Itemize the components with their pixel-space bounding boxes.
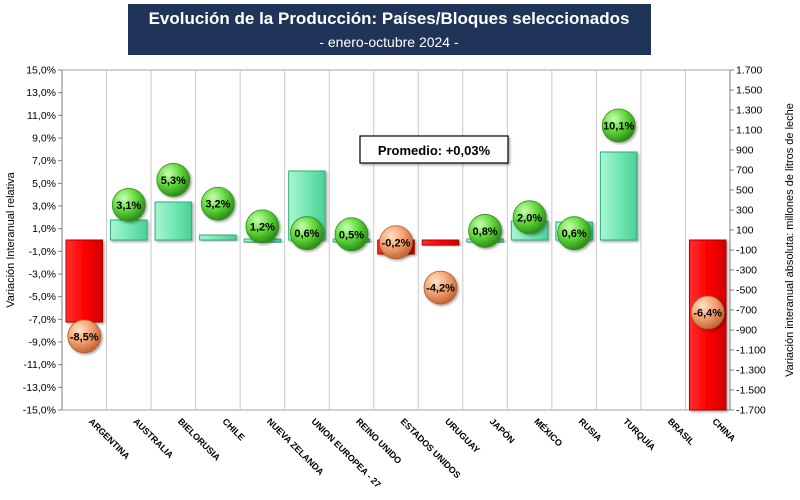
y-tick-label: 13,0% [26, 87, 56, 99]
x-tick-label: BRASIL [666, 416, 697, 447]
y2-tick-label: -1.700 [736, 405, 766, 417]
y2-tick-label: -300 [736, 265, 757, 277]
data-label: 0,6% [562, 228, 587, 240]
data-label: -8,5% [70, 331, 99, 343]
y-tick-label: -1,0% [29, 246, 56, 258]
data-point-bubble [379, 225, 413, 260]
bar-turquía [599, 151, 638, 241]
bar-argentina [65, 239, 104, 323]
data-point-bubble [601, 108, 636, 143]
plot-area: 15,0% 13,0% 11,0% 9,0% 7,0% 5,0% 3,0% 1,0% -1,0%… [23, 65, 766, 490]
data-label: 2,0% [517, 212, 542, 224]
data-point-bubble [423, 270, 458, 305]
data-label: 5,3% [161, 175, 186, 187]
data-point-bubble [111, 187, 146, 222]
y2-tick-label: 100 [736, 225, 754, 237]
x-tick-label: CHINA [710, 416, 738, 444]
y-tick-label: -9,0% [29, 337, 56, 349]
y2-tick-label: 500 [736, 185, 754, 197]
data-label: -4,2% [426, 283, 455, 295]
x-tick-label: BIELORUSIA [176, 416, 223, 463]
y2-axis-title: Variación interanual absoluta: millones … [784, 103, 796, 377]
y-tick-label: 11,0% [27, 110, 56, 122]
bar-chile [199, 234, 237, 241]
y2-tick-label: -1.100 [736, 345, 766, 357]
x-tick-label: JAPÓN [488, 416, 518, 446]
average-annotation: Promedio: +0,03% [378, 143, 491, 158]
x-tick-label: TURQUÍA [621, 416, 657, 452]
x-tick-label: AUSTRALIA [131, 416, 175, 460]
data-label: 10,1% [603, 121, 634, 133]
x-tick-label: CHILE [220, 416, 246, 442]
chart-title: Evolución de la Producción: Países/Bloqu… [149, 9, 630, 28]
y2-tick-label: -1.300 [736, 365, 766, 377]
y-tick-label: -7,0% [29, 314, 56, 326]
y-tick-label: -13,0% [23, 382, 56, 394]
y2-tick-label: 700 [736, 165, 754, 177]
bar-australia [110, 219, 148, 241]
data-label: 3,1% [116, 200, 141, 212]
data-point-bubble [557, 216, 592, 251]
y2-tick-label: -1.500 [736, 385, 766, 397]
y-tick-label: 7,0% [32, 155, 56, 167]
bar-bielorusia [154, 201, 193, 241]
y-tick-label: -11,0% [24, 359, 57, 371]
average-annotation-box [359, 135, 509, 164]
data-point-bubble [156, 163, 191, 197]
y2-tick-label: -900 [736, 325, 757, 337]
y2-tick-label: -700 [736, 305, 757, 317]
data-point-bubble [690, 295, 725, 330]
data-point-bubble [468, 214, 502, 248]
y-tick-label: 15,0% [26, 65, 56, 77]
y2-tick-label: 300 [736, 205, 754, 217]
y-tick-label: -15,0% [23, 405, 56, 417]
y-tick-label: 9,0% [32, 133, 56, 145]
data-point-bubble [512, 200, 547, 235]
data-label: -0,2% [382, 237, 411, 249]
y2-tick-label: -100 [736, 245, 757, 257]
y2-tick-label: 1.500 [736, 85, 762, 97]
title-box [128, 4, 651, 55]
y-axis-title: Variación Interanual relativa [5, 171, 17, 307]
data-label: 1,2% [250, 221, 275, 233]
data-label: 0,6% [294, 228, 319, 240]
bar-uruguay [421, 239, 460, 246]
data-point-bubble [334, 217, 369, 252]
y-tick-label: -5,0% [29, 291, 56, 303]
y2-tick-label: 1.100 [736, 125, 762, 137]
data-label: 0,8% [473, 226, 498, 238]
y2-tick-label: 1.300 [736, 105, 762, 117]
x-tick-label: MÉXICO [532, 416, 564, 448]
x-tick-label: ARGENTINA [87, 416, 132, 461]
y2-tick-label: 1.700 [736, 65, 762, 77]
y2-tick-label: -500 [736, 285, 757, 297]
data-label: 3,2% [205, 199, 230, 211]
y-tick-label: 1,0% [32, 223, 56, 235]
x-tick-label: REINO UNIDO [354, 416, 404, 466]
data-label: 0,5% [339, 229, 364, 241]
chart-subtitle: - enero-octubre 2024 - [319, 34, 459, 50]
data-point-bubble [67, 319, 102, 354]
y-tick-label: 3,0% [32, 201, 56, 213]
y2-tick-label: 900 [736, 145, 754, 157]
data-label: -6,4% [693, 308, 722, 320]
y-tick-label: -3,0% [29, 269, 56, 281]
data-point-bubble [290, 216, 324, 251]
data-point-bubble [200, 186, 235, 221]
y-tick-label: 5,0% [32, 178, 56, 190]
x-tick-label: URUGUAY [443, 416, 482, 455]
data-point-bubble [245, 209, 280, 244]
x-tick-label: RUSIA [577, 416, 604, 443]
